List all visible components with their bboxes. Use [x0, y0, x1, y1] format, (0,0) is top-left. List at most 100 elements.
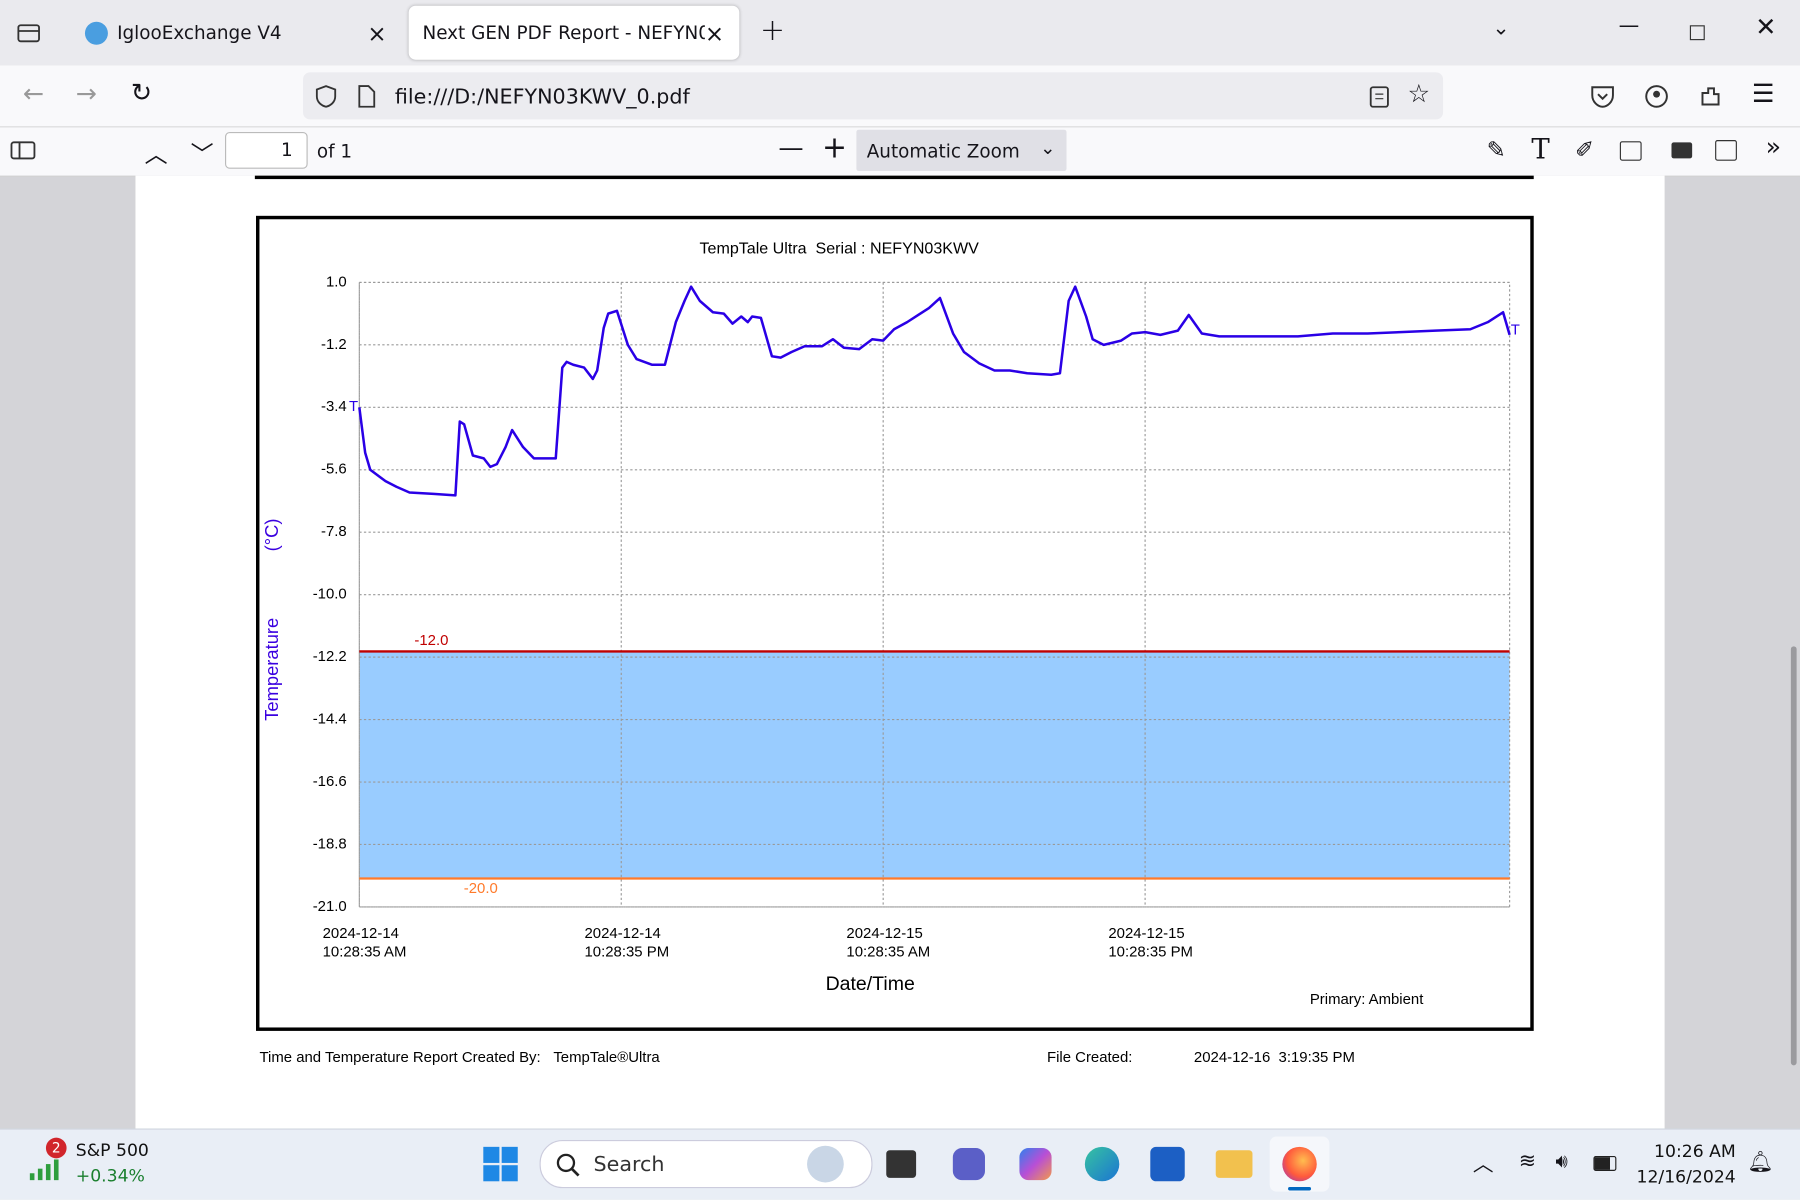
tab-close[interactable]: ×	[367, 19, 387, 48]
store-icon[interactable]	[1150, 1146, 1185, 1182]
explorer-icon[interactable]	[1215, 1150, 1253, 1178]
y-tick-label: 1.0	[326, 273, 347, 290]
clock-date: 12/16/2024	[1636, 1166, 1736, 1188]
file-created: 2024-12-16 3:19:35 PM	[1193, 1048, 1355, 1066]
zoom-select[interactable]: Automatic Zoom ⌄	[856, 129, 1067, 172]
chart-note: Primary: Ambient	[1310, 991, 1424, 1008]
search-icon	[556, 1153, 580, 1177]
save[interactable]	[1715, 140, 1737, 161]
y-tick-label: -16.6	[313, 773, 347, 790]
image-tool[interactable]	[1619, 141, 1642, 161]
restore[interactable]	[1689, 25, 1705, 41]
x-tick-label: 2024-12-14 10:28:35 AM	[322, 924, 407, 960]
y-tick-label: -10.0	[313, 586, 347, 603]
tab-strip	[0, 0, 1800, 66]
text-tool[interactable]: T	[1531, 133, 1550, 166]
draw-tool[interactable]: ✐	[1575, 135, 1595, 164]
edge-icon[interactable]	[1084, 1146, 1120, 1182]
file-icon	[358, 85, 376, 108]
created-by: TempTale®Ultra	[553, 1048, 660, 1066]
pocket-icon[interactable]	[1589, 84, 1617, 109]
volume-icon[interactable]: 🔊︎	[1555, 1150, 1568, 1174]
previous-box-edge	[254, 175, 1534, 180]
search-placeholder: Search	[593, 1152, 665, 1177]
y-tick-label: -14.4	[313, 711, 347, 728]
x-tick-label: 2024-12-15 10:28:35 AM	[846, 924, 931, 960]
created-by-label: Time and Temperature Report Created By:	[259, 1048, 541, 1066]
url: file:///D:/NEFYN03KWV_0.pdf	[394, 84, 690, 110]
scrollbar[interactable]	[1790, 646, 1797, 1066]
clock-time: 10:26 AM	[1654, 1141, 1736, 1162]
file-created-label: File Created:	[1046, 1048, 1133, 1066]
back[interactable]: ←	[22, 80, 45, 110]
page-count: of 1	[316, 140, 353, 162]
x-tick-label: 2024-12-15 10:28:35 PM	[1108, 924, 1193, 960]
tray-chevron[interactable]: ︿	[1472, 1152, 1494, 1177]
y-tick-label: -18.8	[313, 835, 347, 852]
battery-icon[interactable]	[1593, 1156, 1617, 1171]
widget-value: +0.34%	[75, 1165, 145, 1186]
tab-icon	[84, 21, 108, 45]
highlight-tool[interactable]: ✎	[1486, 135, 1506, 164]
copilot-icon[interactable]	[1019, 1148, 1052, 1181]
tab-menu[interactable]: ⌄	[1492, 16, 1510, 41]
y-tick-label: -1.2	[321, 336, 347, 353]
chart: TempTale Ultra Serial : NEFYN03KWV Tempe…	[261, 239, 1520, 1008]
more-tools[interactable]: »	[1765, 133, 1782, 162]
reader-icon[interactable]	[1368, 85, 1391, 108]
y-axis-label: Temperature	[261, 618, 282, 721]
y-axis-unit: (°C)	[261, 519, 282, 552]
end-marker: T	[1511, 321, 1520, 338]
url-bar[interactable]: file:///D:/NEFYN03KWV_0.pdf ☆	[303, 72, 1444, 120]
zoom-in[interactable]: +	[821, 130, 847, 166]
account-icon[interactable]	[1643, 83, 1671, 111]
chart-title: TempTale Ultra Serial : NEFYN03KWV	[699, 239, 979, 257]
shield-icon	[315, 85, 337, 108]
active-indicator	[1288, 1187, 1312, 1191]
sidebar-toggle[interactable]	[10, 140, 38, 161]
widget-title: S&P 500	[75, 1139, 149, 1161]
start-marker: T	[349, 398, 358, 415]
y-tick-label: -12.2	[313, 648, 347, 665]
zoom-label: Automatic Zoom	[866, 140, 1020, 162]
tab-title: Next GEN PDF Report - NEFYN03KWV	[422, 21, 704, 44]
y-tick-label: -21.0	[313, 898, 347, 915]
x-axis-label: Date/Time	[826, 973, 915, 995]
threshold-band	[359, 651, 1510, 879]
close-window[interactable]: ✕	[1755, 13, 1777, 43]
firefox-icon	[1282, 1146, 1317, 1182]
teams-icon[interactable]	[952, 1148, 985, 1181]
minimize[interactable]: —	[1618, 13, 1640, 38]
task-view[interactable]	[886, 1150, 917, 1178]
wifi-icon[interactable]: ≋	[1518, 1149, 1537, 1174]
y-tick-label: -7.8	[321, 523, 347, 540]
new-tab[interactable]: +	[759, 13, 785, 49]
threshold-label: -20.0	[464, 880, 498, 897]
temperature-line	[358, 285, 1511, 497]
zoom-out[interactable]: —	[778, 134, 804, 164]
taskbar	[0, 1128, 1800, 1200]
menu[interactable]: ☰	[1751, 80, 1775, 110]
print[interactable]	[1671, 142, 1693, 159]
next-page[interactable]: ﹀	[190, 140, 214, 168]
widget-chart-icon[interactable]	[28, 1153, 67, 1183]
extensions-icon[interactable]	[1697, 83, 1725, 111]
notifications[interactable]: 🔔︎	[1747, 1150, 1774, 1175]
firefox-active[interactable]	[1269, 1136, 1330, 1192]
widget-badge: 2	[45, 1137, 67, 1159]
tab-active[interactable]: Next GEN PDF Report - NEFYN03KWV ×	[408, 5, 740, 60]
tab-list-icon[interactable]	[16, 21, 44, 46]
reload[interactable]: ↻	[130, 79, 153, 108]
search-box[interactable]: Search	[539, 1139, 873, 1189]
tab-title: IglooExchange V4	[117, 21, 282, 44]
tab[interactable]: IglooExchange V4 ×	[67, 6, 400, 60]
bookmark-star[interactable]: ☆	[1407, 80, 1431, 110]
y-tick-label: -5.6	[321, 461, 347, 478]
forward[interactable]: →	[75, 80, 97, 110]
start-button[interactable]	[482, 1146, 519, 1183]
page-number[interactable]: 1	[225, 132, 308, 169]
tab-close[interactable]: ×	[704, 19, 725, 48]
x-tick-label: 2024-12-14 10:28:35 PM	[584, 924, 670, 960]
prev-page[interactable]: ︿	[144, 140, 168, 168]
